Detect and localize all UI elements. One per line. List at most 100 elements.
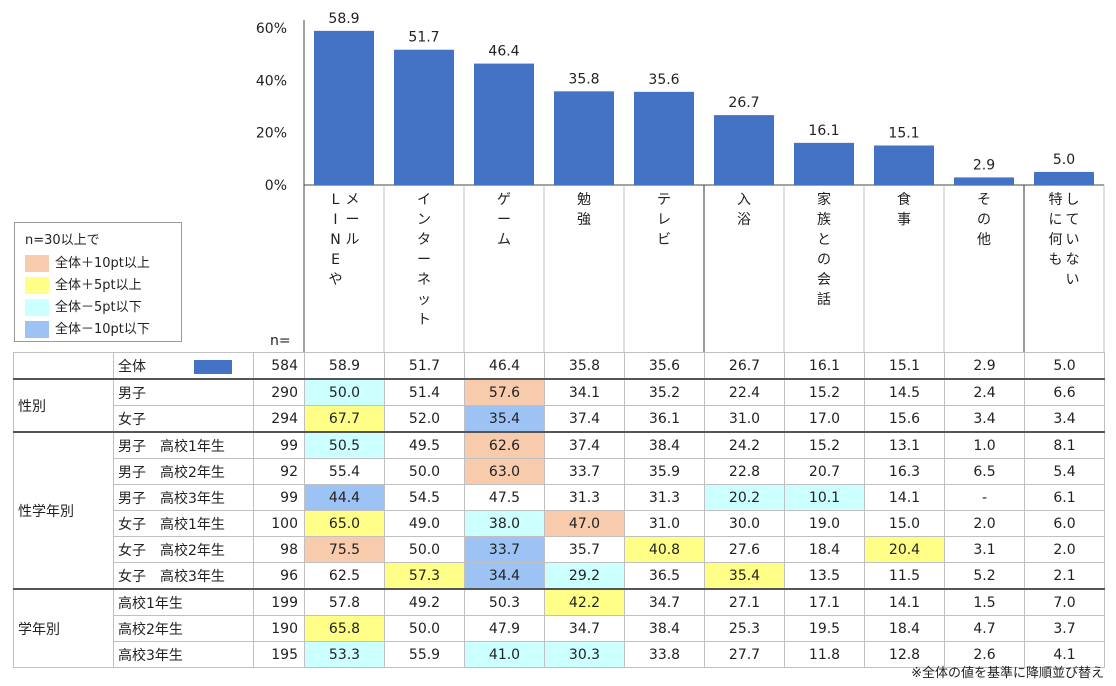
- value-cell: 57.6: [464, 378, 545, 406]
- table-row: 女子 294 67.7 52.0 35.4 37.4 36.1 31.0 17.0 15.6 3.4…: [14, 405, 1105, 433]
- row-label: 男子 高校3年生: [113, 484, 254, 511]
- value-cell: 15.2: [784, 431, 865, 459]
- value-cell: 4.7: [944, 615, 1025, 642]
- value-cell: 47.9: [464, 615, 545, 642]
- row-label: 高校1年生: [113, 588, 254, 616]
- n-cell: 190: [253, 615, 305, 642]
- value-cell: 50.0: [384, 458, 465, 485]
- bar-value-label: 26.7: [728, 95, 759, 111]
- value-cell: 35.8: [544, 352, 625, 380]
- value-cell: 24.2: [704, 431, 785, 459]
- value-cell: 27.6: [704, 536, 785, 563]
- category-label: L I N E やメ ー ル: [304, 190, 384, 350]
- legend-item-plus5: 全体＋5pt以上: [25, 277, 177, 294]
- row-label: 男子: [113, 378, 254, 406]
- value-cell: 2.9: [944, 352, 1025, 380]
- table-row: 男子 高校2年生 92 55.4 50.0 63.0 33.7 35.9 22.8 20.7 16…: [14, 458, 1105, 485]
- category-label-column: し て い な い: [1065, 192, 1080, 288]
- n-cell: 96: [253, 562, 305, 590]
- value-cell: 5.4: [1024, 458, 1105, 485]
- value-cell: 33.8: [624, 641, 705, 668]
- value-cell: 65.8: [304, 615, 385, 642]
- value-cell: 62.5: [304, 562, 385, 590]
- table-row: 女子 高校1年生 100 65.0 49.0 38.0 47.0 31.0 30.0 19.0 1…: [14, 510, 1105, 537]
- value-cell: 31.3: [544, 484, 625, 511]
- n-cell: 99: [253, 484, 305, 511]
- category-label-column: メ ー ル: [345, 192, 360, 248]
- bar: [1034, 171, 1094, 185]
- value-cell: 11.5: [864, 562, 945, 590]
- n-cell: 584: [253, 352, 305, 380]
- value-cell: 2.0: [944, 510, 1025, 537]
- value-cell: 18.4: [864, 615, 945, 642]
- value-cell: 50.5: [304, 431, 385, 459]
- value-cell: 55.4: [304, 458, 385, 485]
- row-label: 女子 高校1年生: [113, 510, 254, 537]
- value-cell: 50.0: [304, 378, 385, 406]
- bar-value-label: 16.1: [808, 123, 839, 139]
- table-row: 性別 男子 290 50.0 51.4 57.6 34.1 35.2 22.4 15.2 14.5 2…: [13, 378, 1105, 433]
- value-cell: 15.1: [864, 352, 945, 380]
- group-label: 性学年別: [13, 431, 114, 590]
- category-label: 入 浴: [704, 190, 784, 350]
- value-cell: 31.3: [624, 484, 705, 511]
- value-cell: 2.4: [944, 378, 1025, 406]
- value-cell: 15.2: [784, 378, 865, 406]
- value-cell: 55.9: [384, 641, 465, 668]
- value-cell: 15.0: [864, 510, 945, 537]
- value-cell: 35.6: [624, 352, 705, 380]
- value-cell: 34.7: [624, 588, 705, 616]
- bar-chart: 60% 40% 20% 0% 58.9 51.7 46.4 35.8 35.6 26.7 16.1 1…: [256, 11, 1105, 352]
- legend: n=30以上で 全体＋10pt以上 全体＋5pt以上 全体－5pt以下 全体－1…: [14, 222, 182, 342]
- value-cell: 30.0: [704, 510, 785, 537]
- value-cell: 31.0: [624, 510, 705, 537]
- sort-note: ※全体の値を基準に降順並び替え: [911, 666, 1104, 681]
- value-cell: 36.1: [624, 405, 705, 433]
- value-cell: 6.5: [944, 458, 1025, 485]
- category-label-column: 特 に 何 も: [1048, 192, 1063, 268]
- n-cell: 195: [253, 641, 305, 668]
- category-label-column: 入 浴: [737, 192, 751, 228]
- y-tick-label: 60%: [256, 21, 287, 37]
- category-label-column: そ の 他: [977, 192, 991, 248]
- bar: [634, 91, 694, 185]
- value-cell: 65.0: [304, 510, 385, 537]
- legend-swatch-blue: [25, 321, 49, 338]
- bar: [874, 145, 934, 185]
- value-cell: 6.1: [1024, 484, 1105, 511]
- legend-label: 全体－10pt以下: [55, 322, 150, 337]
- y-tick-label: 20%: [256, 126, 287, 142]
- value-cell: 4.1: [1024, 641, 1105, 668]
- value-cell: 1.5: [944, 588, 1025, 616]
- value-cell: 51.7: [384, 352, 465, 380]
- value-cell: 63.0: [464, 458, 545, 485]
- n-cell: 199: [253, 588, 305, 616]
- value-cell: 49.5: [384, 431, 465, 459]
- value-cell: 35.9: [624, 458, 705, 485]
- value-cell: 6.6: [1024, 378, 1105, 406]
- value-cell: 37.4: [544, 405, 625, 433]
- value-cell: 50.0: [384, 615, 465, 642]
- n-cell: 290: [253, 378, 305, 406]
- legend-swatch-yellow: [25, 277, 49, 294]
- value-cell: 58.9: [304, 352, 385, 380]
- value-cell: 31.0: [704, 405, 785, 433]
- value-cell: 2.6: [944, 641, 1025, 668]
- group-label: 学年別: [13, 588, 114, 668]
- y-tick-label: 40%: [256, 73, 287, 89]
- legend-item-minus10: 全体－10pt以下: [25, 321, 177, 338]
- category-label-column: イ ン タ ー ネ ッ ト: [417, 192, 431, 328]
- value-cell: 52.0: [384, 405, 465, 433]
- value-cell: 2.0: [1024, 536, 1105, 563]
- legend-label: 全体＋5pt以上: [55, 278, 142, 293]
- crosstab-table: 全体 584 58.9 51.7 46.4 35.8 35.6 26.7 16.1 15.1 2.9…: [13, 352, 1105, 668]
- row-label: 高校3年生: [113, 641, 254, 668]
- value-cell: 27.7: [704, 641, 785, 668]
- value-cell: 25.3: [704, 615, 785, 642]
- table-row: 性学年別 男子 高校1年生 99 50.5 49.5 62.6 37.4 38.4 24.2 15…: [13, 431, 1105, 590]
- bar-value-label: 35.6: [648, 72, 679, 88]
- legend-item-plus10: 全体＋10pt以上: [25, 255, 177, 272]
- value-cell: 5.0: [1024, 352, 1105, 380]
- table-row: 女子 高校3年生 96 62.5 57.3 34.4 29.2 36.5 35.4 13.5 11…: [14, 562, 1105, 590]
- value-cell: 1.0: [944, 431, 1025, 459]
